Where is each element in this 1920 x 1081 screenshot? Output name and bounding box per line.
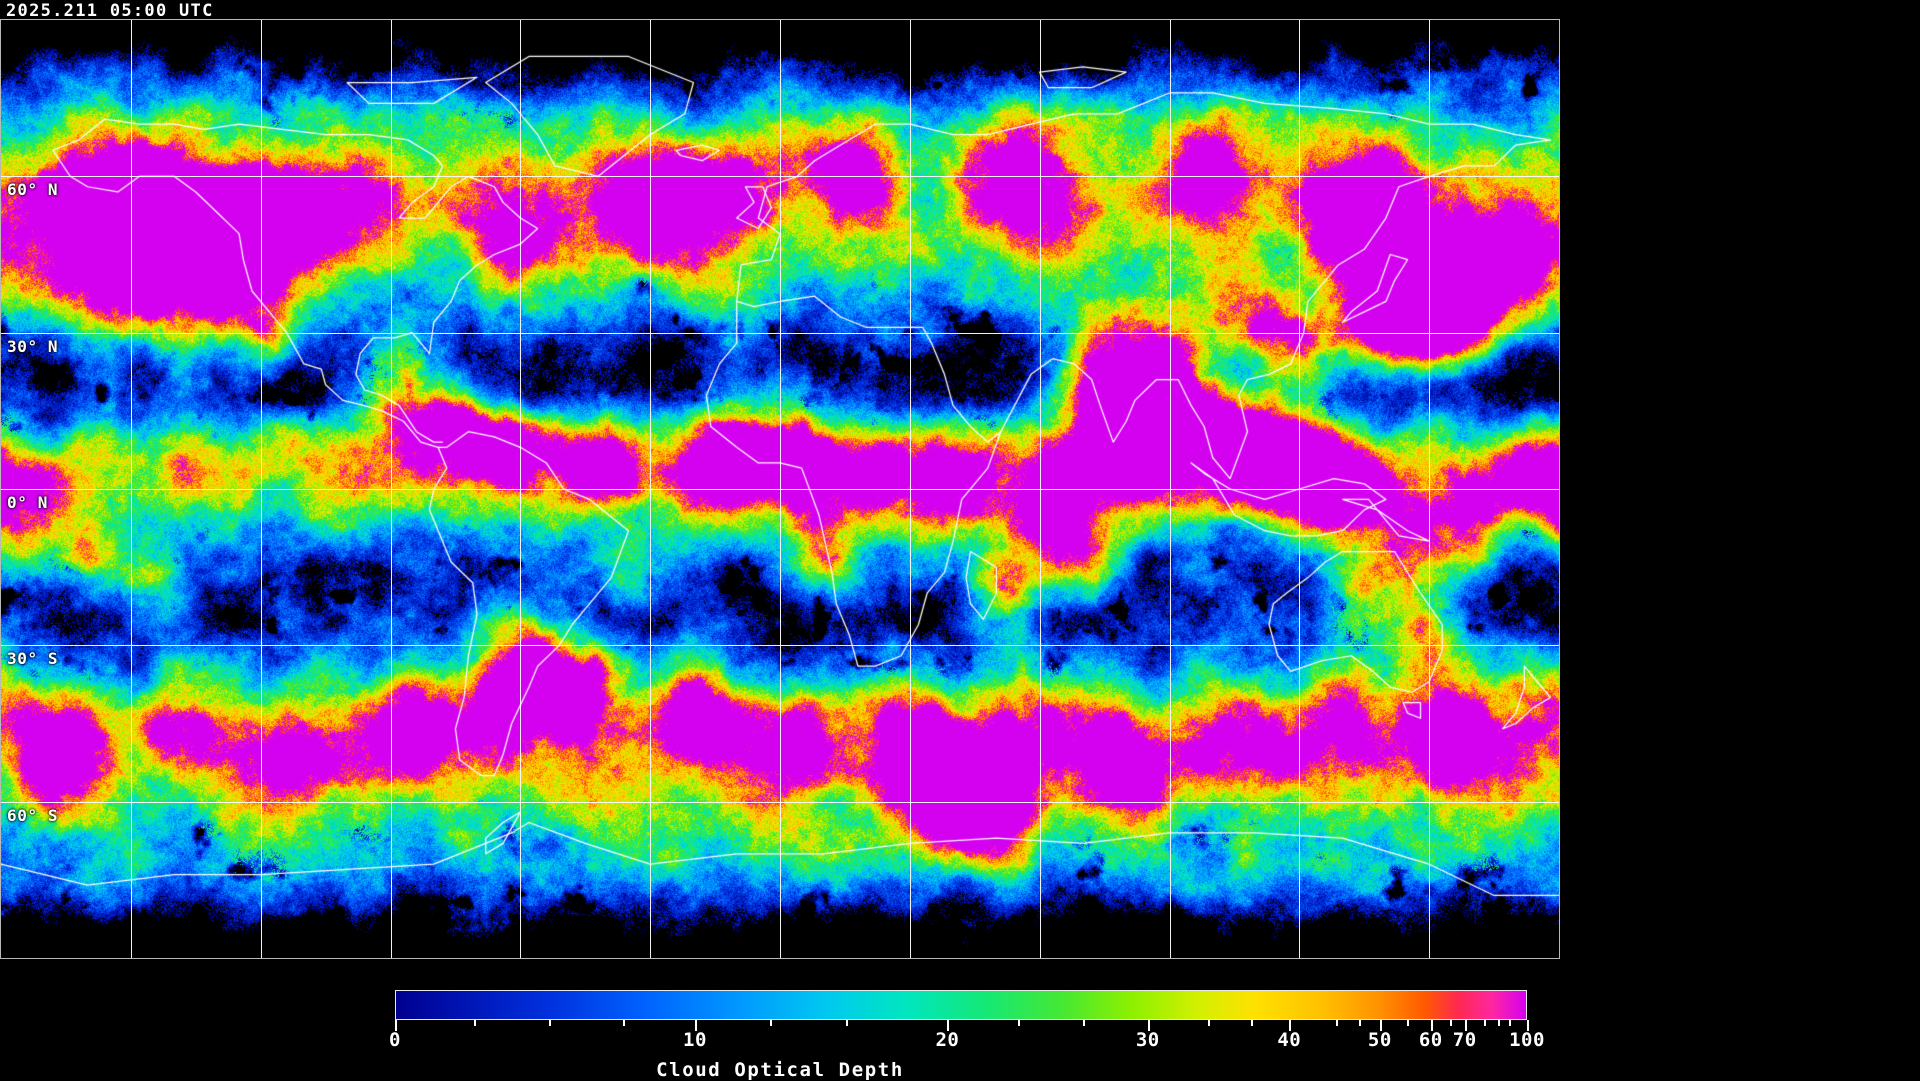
colorbar-minor-tick <box>1250 1020 1253 1026</box>
colorbar-tick-label: 20 <box>935 1029 960 1051</box>
colorbar-minor-tick <box>845 1020 848 1026</box>
colorbar-tick-label: 60 <box>1418 1029 1443 1051</box>
colorbar-minor-tick <box>548 1020 551 1026</box>
colorbar-tick-label: 70 <box>1452 1029 1477 1051</box>
colorbar-minor-tick <box>1497 1020 1500 1026</box>
colorbar-minor-tick <box>1450 1020 1453 1026</box>
colorbar-minor-tick <box>1083 1020 1086 1026</box>
colorbar-minor-tick <box>1483 1020 1486 1026</box>
world-map-panel[interactable]: 60° N 30° N 0° N 30° S 60° S <box>0 19 1560 959</box>
colorbar-minor-tick <box>1207 1020 1210 1026</box>
colorbar-major-tick <box>947 1020 950 1031</box>
colorbar-gradient <box>395 990 1527 1020</box>
colorbar-ticks <box>395 1020 1529 1031</box>
colorbar-major-tick <box>1147 1020 1150 1031</box>
colorbar-minor-tick <box>474 1020 477 1026</box>
colorbar-tick-label: 10 <box>683 1029 707 1051</box>
colorbar-major-tick <box>1289 1020 1292 1031</box>
colorbar-major-tick <box>694 1020 697 1031</box>
colorbar-major-tick <box>1464 1020 1467 1031</box>
colorbar-major-tick <box>395 1020 397 1031</box>
colorbar-minor-tick <box>1335 1020 1338 1026</box>
colorbar-minor-tick <box>1359 1020 1362 1026</box>
colorbar-tick-label: 30 <box>1135 1029 1160 1051</box>
colorbar-minor-tick <box>1407 1020 1409 1026</box>
colorbar-title: Cloud Optical Depth <box>656 1059 904 1081</box>
timestamp-label: 2025.211 05:00 UTC <box>6 1 214 21</box>
colorbar-tick-label: 50 <box>1367 1029 1392 1051</box>
colorbar-minor-tick <box>1508 1020 1511 1026</box>
colorbar-minor-tick <box>622 1020 625 1026</box>
colorbar-major-tick <box>1430 1020 1433 1031</box>
colorbar-tick-label: 0 <box>389 1029 401 1051</box>
colorbar-minor-tick <box>769 1020 772 1026</box>
cloud-optical-depth-map <box>1 20 1559 958</box>
colorbar-major-tick <box>1379 1020 1382 1031</box>
colorbar-minor-tick <box>1017 1020 1020 1026</box>
colorbar-tick-labels: 0 10 20 30 40 50 60 70 100 <box>389 1029 1544 1055</box>
colorbar-major-tick <box>1527 1020 1529 1031</box>
colorbar-tick-label: 100 <box>1509 1029 1545 1051</box>
colorbar-tick-label: 40 <box>1277 1029 1302 1051</box>
colorbar-panel: 0 10 20 30 40 50 60 70 100 Cloud Optical Depth <box>0 959 1560 1081</box>
